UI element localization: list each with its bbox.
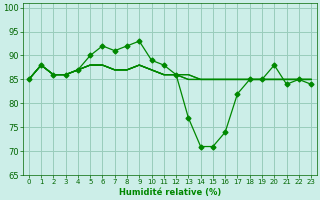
X-axis label: Humidité relative (%): Humidité relative (%) bbox=[119, 188, 221, 197]
